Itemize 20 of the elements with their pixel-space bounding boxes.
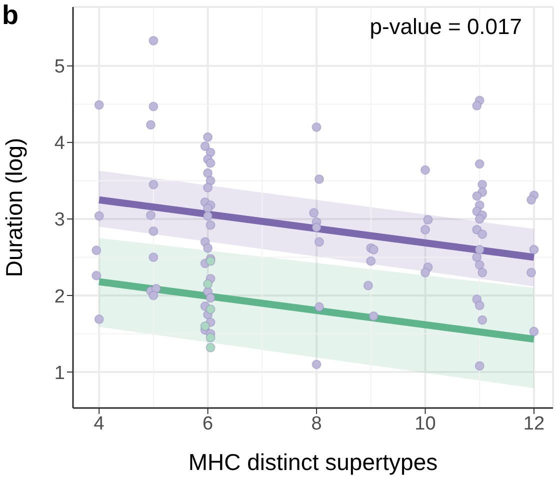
x-axis-title: MHC distinct supertypes <box>188 449 438 475</box>
x-tick-label: 6 <box>202 413 214 434</box>
point <box>203 279 213 289</box>
x-tick-label: 12 <box>523 413 545 434</box>
x-tick-label: 4 <box>94 413 105 434</box>
point <box>206 342 216 352</box>
point <box>206 304 216 314</box>
chart-title: b <box>2 0 18 30</box>
y-tick-label: 3 <box>54 210 65 231</box>
x-tick-label: 10 <box>414 413 436 434</box>
y-tick-label: 2 <box>54 286 65 308</box>
point <box>206 256 216 266</box>
y-tick-label: 4 <box>54 133 66 154</box>
y-tick-label: 1 <box>54 362 65 384</box>
y-tick-label: 5 <box>54 56 65 78</box>
point <box>206 332 216 342</box>
annotation: p-value = 0.017 <box>370 14 522 40</box>
point <box>200 321 210 331</box>
x-tick-label: 8 <box>311 413 322 434</box>
y-axis-title: Duration (log) <box>1 138 28 278</box>
